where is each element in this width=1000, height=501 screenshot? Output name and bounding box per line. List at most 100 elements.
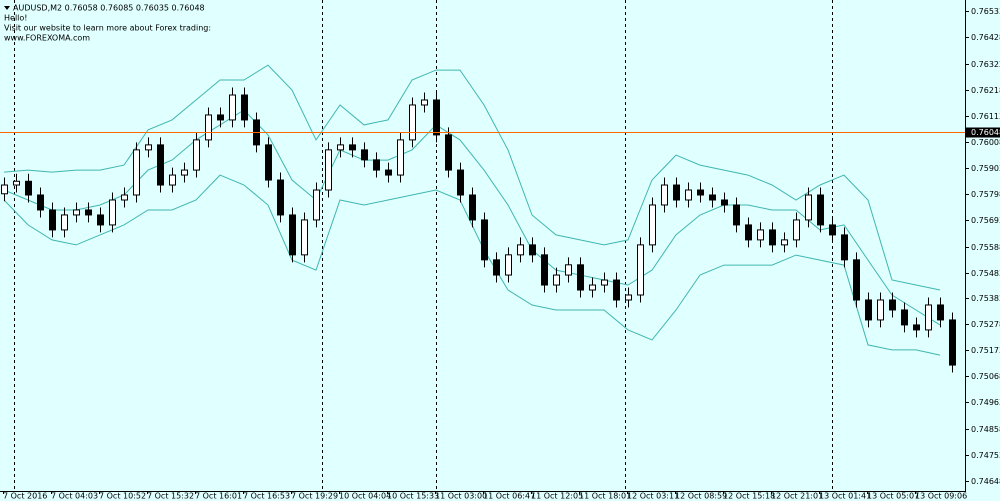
candle-body [277, 179, 284, 216]
candle-body [817, 194, 824, 226]
candle-body [421, 99, 428, 106]
x-tick-label: 7 Oct 15:32 [147, 492, 194, 501]
candle-body [805, 194, 812, 221]
candle-body [673, 184, 680, 201]
x-tick-label: 7 Oct 04:03 [51, 492, 98, 501]
x-tick-label: 12 Oct 08:59 [675, 492, 727, 501]
y-tick-label: 0.75588 [971, 243, 1000, 252]
candle-body [913, 324, 920, 331]
candle-body [949, 319, 956, 366]
candle-body [337, 144, 344, 151]
candle-body [97, 214, 104, 226]
candle-body [625, 294, 632, 301]
x-tick-label: 10 Oct 04:04 [339, 492, 391, 501]
x-tick-label: 7 Oct 16:53 [243, 492, 290, 501]
candle-body [469, 194, 476, 221]
x-tick-label: 13 Oct 09:06 [915, 492, 967, 501]
current-price-label: 0.76048 [971, 128, 1000, 137]
x-tick-label: 7 Oct 10:52 [99, 492, 146, 501]
candle-body [385, 169, 392, 176]
candle-body [565, 264, 572, 276]
x-tick-label: 11 Oct 12:05 [531, 492, 583, 501]
x-tick-label: 13 Oct 05:07 [867, 492, 919, 501]
y-tick-label: 0.75483 [971, 269, 1000, 278]
message: Visit our website to learn more about Fo… [4, 24, 211, 33]
y-tick-label: 0.75903 [971, 164, 1000, 173]
candle-body [865, 299, 872, 321]
candle-body [217, 114, 224, 121]
candle-body [841, 234, 848, 261]
menu-icon[interactable] [4, 6, 10, 10]
website[interactable]: www.FOREXOMA.com [4, 34, 90, 43]
candle-body [457, 169, 464, 196]
y-tick-label: 0.75278 [971, 320, 1000, 329]
candle-body [85, 209, 92, 216]
candle-body [889, 299, 896, 311]
x-tick-label: 12 Oct 03:11 [627, 492, 679, 501]
candle-body [289, 214, 296, 256]
x-tick-label: 7 Oct 2016 [3, 492, 47, 501]
x-tick-label: 11 Oct 18:01 [579, 492, 631, 501]
y-tick-label: 0.76113 [971, 112, 1000, 121]
candle-body [769, 229, 776, 246]
y-tick-label: 0.75068 [971, 372, 1000, 381]
y-tick-label: 0.75173 [971, 346, 1000, 355]
candle-body [265, 144, 272, 181]
candle-body [853, 259, 860, 301]
y-tick-label: 0.75383 [971, 294, 1000, 303]
candle-body [313, 189, 320, 221]
candle-body [349, 144, 356, 151]
y-tick-label: 0.75693 [971, 216, 1000, 225]
candle-body [481, 219, 488, 261]
candle-body [505, 254, 512, 276]
band-line [3, 64, 941, 291]
candle-body [193, 139, 200, 171]
candle-body [589, 284, 596, 291]
x-tick-label: 11 Oct 03:00 [435, 492, 487, 501]
day-separators [14, 0, 833, 491]
candle-body [601, 279, 608, 286]
y-tick-label: 0.74648 [971, 477, 1000, 486]
candle-body [133, 149, 140, 196]
candle-body [205, 114, 212, 141]
y-tick-label: 0.76533 [971, 7, 1000, 16]
y-tick-label: 0.74963 [971, 398, 1000, 407]
candle-body [241, 94, 248, 121]
candle-body [433, 99, 440, 136]
candle-body [73, 209, 80, 216]
candle-body [229, 94, 236, 121]
x-tick-label: 13 Oct 01:41 [819, 492, 871, 501]
candle-body [793, 219, 800, 241]
candle-body [697, 189, 704, 196]
candle-body [301, 219, 308, 256]
candle-body [169, 174, 176, 186]
y-tick-label: 0.74753 [971, 451, 1000, 460]
y-tick-label: 0.75798 [971, 190, 1000, 199]
candle-body [661, 184, 668, 206]
y-tick-label: 0.74858 [971, 425, 1000, 434]
x-tick-label: 7 Oct 16:01 [195, 492, 242, 501]
candle-body [613, 279, 620, 301]
x-tick-label: 12 Oct 21:01 [771, 492, 823, 501]
candle-body [745, 224, 752, 241]
x-tick-label: 7 Oct 19:29 [291, 492, 338, 501]
y-tick-label: 0.76428 [971, 33, 1000, 42]
candle-body [361, 149, 368, 161]
candle-body [937, 304, 944, 321]
candle-body [373, 159, 380, 171]
candle-body [577, 264, 584, 291]
candle-body [781, 239, 788, 246]
candle-body [877, 299, 884, 321]
candle-body [325, 149, 332, 191]
current-price-box [966, 127, 1000, 138]
candle-body [37, 194, 44, 211]
y-tick-label: 0.76218 [971, 86, 1000, 95]
candle-body [25, 180, 32, 196]
candle-body [529, 244, 536, 256]
greeting: Hello! [4, 14, 27, 23]
candle-body [121, 194, 128, 201]
candle-body [685, 189, 692, 201]
candle-body [709, 194, 716, 201]
